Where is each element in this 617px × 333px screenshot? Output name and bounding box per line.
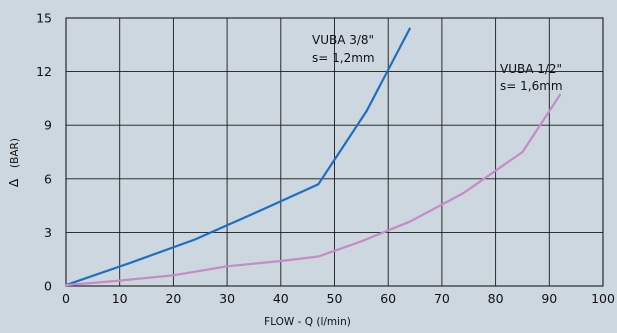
series-label-vuba-1-2: VUBA 1/2" <box>500 62 562 76</box>
x-tick-label: 10 <box>112 291 128 306</box>
plot-frame <box>65 17 604 287</box>
y-tick-label: 12 <box>36 64 52 79</box>
x-tick-label: 50 <box>327 291 343 306</box>
series-lines <box>64 27 562 287</box>
series-label-vuba-3-8: VUBA 3/8" <box>312 33 374 47</box>
x-axis-label: FLOW - Q (l/min) <box>264 316 351 328</box>
x-tick-label: 30 <box>219 291 235 306</box>
y-tick-label: 6 <box>44 171 52 186</box>
x-tick-label: 40 <box>273 291 289 306</box>
series-sublabel-vuba-3-8: s= 1,2mm <box>312 51 375 65</box>
y-axis-label: (BAR) <box>9 138 21 168</box>
x-tick-label: 60 <box>380 291 396 306</box>
y-tick-label: 9 <box>44 118 52 133</box>
x-tick-label: 0 <box>62 291 70 306</box>
tick-labels: 0 10 20 30 40 50 60 70 80 90 100 0 3 6 9 12 15 <box>36 11 615 307</box>
x-tick-label: 90 <box>541 291 557 306</box>
series-line-vuba-1-2 <box>64 93 562 287</box>
x-tick-label: 20 <box>165 291 181 306</box>
series-sublabel-vuba-1-2: s= 1,6mm <box>500 79 563 93</box>
x-tick-label: 80 <box>488 291 504 306</box>
x-tick-label: 100 <box>591 291 615 306</box>
y-tick-label: 15 <box>36 11 52 26</box>
x-tick-label: 70 <box>434 291 450 306</box>
series-line-vuba-3-8 <box>64 27 411 287</box>
y-axis-symbol: Δ <box>6 178 21 187</box>
labels: FLOW - Q (l/min) Δ (BAR) VUBA 3/8" s= 1,… <box>6 33 563 328</box>
y-tick-label: 3 <box>44 225 52 240</box>
y-tick-label: 0 <box>44 279 52 294</box>
